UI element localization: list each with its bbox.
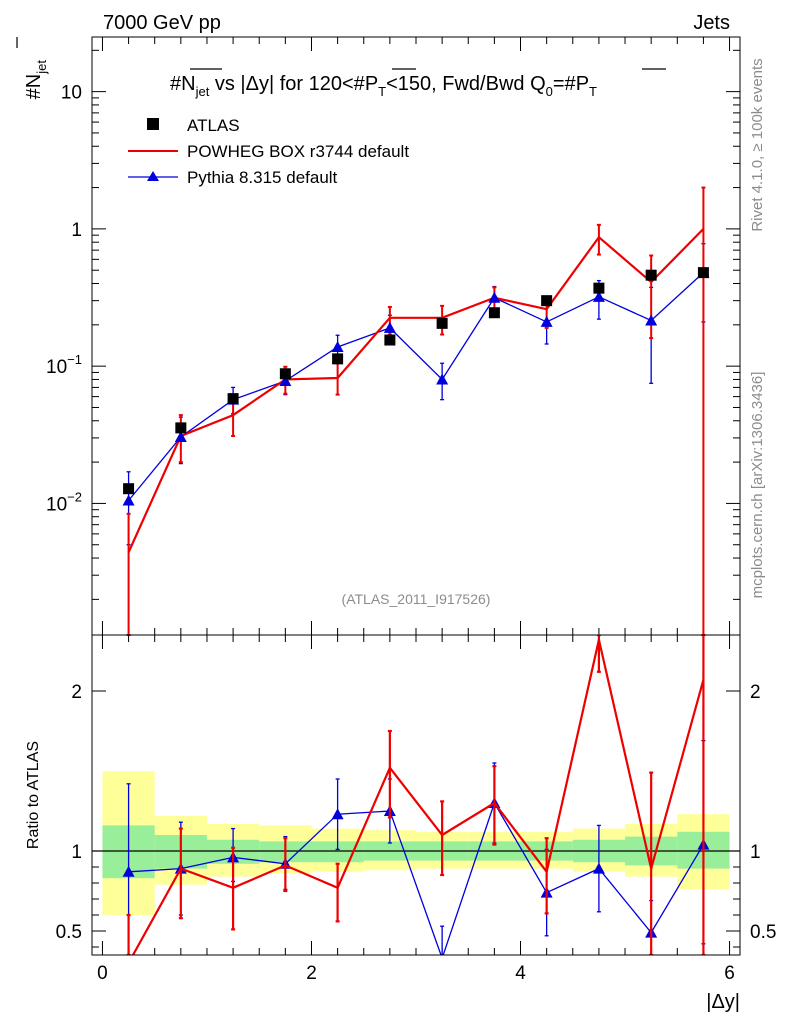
ratio-y-tick-label-right: 2: [750, 682, 761, 703]
pythia-main-point: [436, 373, 449, 385]
ratio-y-tick-label-right: 0.5: [750, 922, 776, 943]
ratio-y-tick-label-right: 1: [750, 842, 761, 863]
atlas-data-point: [227, 393, 239, 405]
legend: ATLAS POWHEG BOX r3744 default Pythia 8.…: [128, 116, 409, 187]
rivet-label: Rivet 4.1.0, ≥ 100k events: [749, 58, 766, 231]
pythia-ratio-point: [592, 862, 605, 874]
atlas-data-point: [123, 483, 135, 495]
pythia-main-point: [331, 340, 344, 352]
main-y-tick-base: 10: [61, 83, 82, 104]
title-p: P: [365, 73, 378, 95]
main-data-layer: [122, 186, 710, 636]
atlas-data-point: [697, 267, 709, 279]
main-y-tick-label: 10−1: [46, 352, 82, 378]
pythia-main-point: [488, 291, 501, 303]
header-right: Jets: [693, 12, 730, 34]
ratio-plot-frame: [91, 634, 741, 956]
main-y-tick-label: 10−2: [46, 489, 82, 515]
pythia-main-point: [592, 290, 605, 302]
main-y-tick-base: 10: [46, 494, 67, 515]
pythia-ratio-point: [122, 865, 135, 877]
main-y-axis-label: #Njet: [23, 60, 49, 100]
atlas-data-point: [279, 368, 291, 380]
atlas-data-point: [384, 334, 396, 346]
legend-atlas-marker: [147, 118, 159, 130]
ratio-x-tick-label: 0: [97, 963, 108, 984]
y-label-main: #N: [23, 74, 45, 100]
title-eq: =#: [553, 73, 577, 95]
pythia-main-point: [174, 430, 187, 442]
atlas-data-point: [332, 353, 344, 365]
legend-atlas-label: ATLAS: [187, 116, 240, 135]
ratio-axis-ticks: 0.5 0.5 1 1 2 2 0 2 4 6: [56, 635, 776, 984]
atlas-data-point: [541, 295, 553, 307]
ratio-y-tick-label-left: 0.5: [56, 922, 82, 943]
ratio-y-tick-label-left: 2: [71, 682, 82, 703]
main-y-tick-exp: −2: [67, 489, 82, 504]
atlas-data-point: [175, 422, 187, 434]
x-axis-label: |Δy|: [706, 991, 740, 1013]
pythia-ratio-line: [128, 801, 704, 955]
ratio-x-tick-label: 6: [724, 963, 735, 984]
title-mid: vs |Δy| for 120<#: [209, 73, 365, 95]
title-q-sub: 0: [546, 84, 553, 99]
atlas-data-point: [488, 307, 500, 319]
title-n: #N: [170, 73, 196, 95]
main-y-tick-base: 10: [46, 357, 67, 378]
main-title: #Njet vs |Δy| for 120<#PT<150, Fwd/Bwd Q…: [170, 73, 597, 99]
main-y-tick-base: 1: [71, 220, 82, 241]
analysis-watermark: (ATLAS_2011_I917526): [342, 591, 491, 607]
ratio-x-tick-label: 4: [515, 963, 526, 984]
ratio-uncertainty-bands: [102, 771, 730, 915]
mcplots-label: mcplots.cern.ch [arXiv:1306.3436]: [749, 372, 766, 599]
pythia-main-point: [122, 494, 135, 506]
atlas-data-point: [593, 282, 605, 294]
title-jet-sub: jet: [195, 84, 210, 99]
main-y-tick-label: 10: [61, 83, 82, 104]
pythia-main-point: [645, 314, 658, 326]
y-label-sub: jet: [34, 60, 49, 75]
powheg-ratio-line: [131, 639, 705, 955]
title-t2-sub: T: [589, 84, 597, 99]
atlas-data-point: [645, 269, 657, 281]
title-p2: P: [576, 73, 589, 95]
legend-pythia-marker: [147, 171, 159, 181]
pythia-main-point: [540, 315, 553, 327]
pythia-main-point: [383, 321, 396, 333]
header-left: 7000 GeV pp: [103, 12, 221, 34]
main-y-tick-label: 1: [71, 220, 82, 241]
ratio-x-tick-label: 2: [306, 963, 317, 984]
title-t-sub: T: [378, 84, 386, 99]
legend-powheg-label: POWHEG BOX r3744 default: [187, 142, 409, 161]
ratio-y-tick-label-left: 1: [71, 842, 82, 863]
main-y-tick-exp: −1: [67, 352, 82, 367]
pythia-main-line: [128, 272, 704, 501]
atlas-data-point: [436, 317, 448, 329]
ratio-data-layer: [122, 635, 710, 955]
legend-pythia-label: Pythia 8.315 default: [187, 168, 338, 187]
pythia-main-point: [279, 374, 292, 386]
title-mid2: <150, Fwd/Bwd Q: [386, 73, 546, 95]
pythia-ratio-point: [331, 808, 344, 820]
powheg-main-line: [127, 228, 705, 553]
ratio-y-axis-label: Ratio to ATLAS: [25, 741, 42, 849]
svg-text:#Njet: #Njet: [23, 60, 49, 100]
